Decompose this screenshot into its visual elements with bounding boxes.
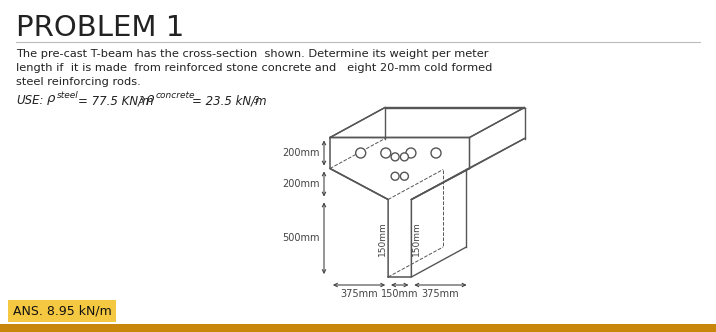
Circle shape [431, 148, 441, 158]
Text: 200mm: 200mm [283, 148, 320, 158]
Text: 3: 3 [254, 96, 259, 105]
Text: steel: steel [57, 91, 79, 100]
Text: 150mm: 150mm [381, 289, 418, 299]
Text: PROBLEM 1: PROBLEM 1 [16, 14, 185, 42]
Text: 150mm: 150mm [412, 221, 422, 256]
Text: The pre-cast T-beam has the cross-section  shown. Determine its weight per meter: The pre-cast T-beam has the cross-sectio… [16, 49, 488, 59]
Text: 3: 3 [139, 96, 145, 105]
Text: concrete: concrete [156, 91, 195, 100]
Bar [8, 300, 116, 322]
Text: USE:: USE: [16, 94, 44, 107]
Circle shape [400, 172, 408, 180]
Text: ANS. 8.95 kN/m: ANS. 8.95 kN/m [13, 304, 112, 317]
Text: length if  it is made  from reinforced stone concrete and   eight 20-mm cold for: length if it is made from reinforced sto… [16, 63, 493, 73]
Circle shape [400, 153, 408, 161]
Circle shape [391, 153, 399, 161]
Text: = 77.5 KN/m: = 77.5 KN/m [78, 94, 154, 107]
Text: steel reinforcing rods.: steel reinforcing rods. [16, 77, 141, 87]
Bar [0, 324, 716, 332]
Text: $\rho$: $\rho$ [145, 93, 155, 107]
Text: 150mm: 150mm [378, 221, 387, 256]
Circle shape [391, 172, 399, 180]
Text: 500mm: 500mm [283, 233, 320, 243]
Text: $\rho$: $\rho$ [46, 93, 57, 107]
Text: 375mm: 375mm [422, 289, 459, 299]
Circle shape [406, 148, 416, 158]
Text: 200mm: 200mm [283, 179, 320, 189]
Text: = 23.5 kN/m: = 23.5 kN/m [192, 94, 266, 107]
Text: 375mm: 375mm [340, 289, 378, 299]
Circle shape [381, 148, 391, 158]
Circle shape [356, 148, 366, 158]
